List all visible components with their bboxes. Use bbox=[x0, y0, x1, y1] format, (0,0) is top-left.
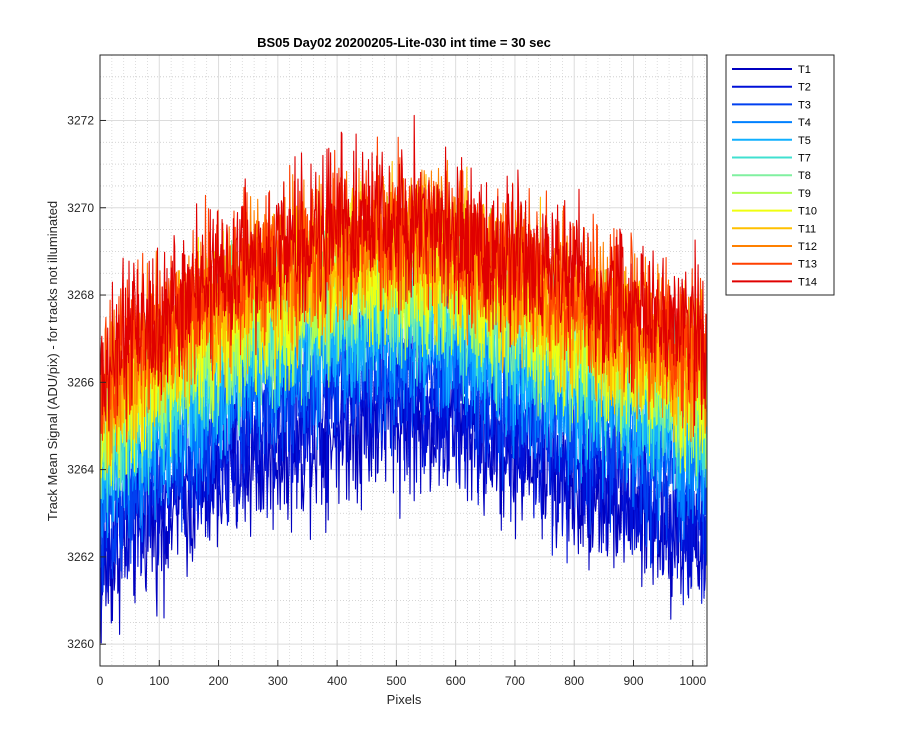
legend-label-t9: T9 bbox=[798, 188, 811, 200]
legend-label-t1: T1 bbox=[798, 64, 811, 76]
chart-title: BS05 Day02 20200205-Lite-030 int time = … bbox=[257, 35, 551, 50]
series-line-t14 bbox=[100, 114, 707, 432]
x-tick-label: 400 bbox=[327, 674, 347, 688]
legend-label-t4: T4 bbox=[798, 117, 811, 129]
y-axis-ticks: 3260 3262 3264 3266 3268 3270 3272 bbox=[67, 113, 106, 651]
x-tick-label: 500 bbox=[386, 674, 406, 688]
x-tick-label: 200 bbox=[209, 674, 229, 688]
y-tick-label: 3264 bbox=[67, 463, 94, 477]
legend-label-t8: T8 bbox=[798, 170, 811, 182]
legend-items: T1 T2 T3 T4 T5 T7 T8 T9 T10 T11 T12 T13 T14 bbox=[732, 64, 817, 288]
legend-label-t12: T12 bbox=[798, 241, 817, 253]
x-tick-label: 800 bbox=[564, 674, 584, 688]
x-tick-label: 300 bbox=[268, 674, 288, 688]
legend-label-t2: T2 bbox=[798, 82, 811, 94]
legend-label-t14: T14 bbox=[798, 276, 817, 288]
y-tick-label: 3268 bbox=[67, 288, 94, 302]
y-tick-label: 3262 bbox=[67, 550, 94, 564]
x-tick-label: 0 bbox=[97, 674, 104, 688]
legend: T1 T2 T3 T4 T5 T7 T8 T9 T10 T11 T12 T13 T14 bbox=[725, 54, 835, 296]
y-tick-label: 3260 bbox=[67, 637, 94, 651]
legend-label-t10: T10 bbox=[798, 206, 817, 218]
y-tick-label: 3272 bbox=[67, 113, 94, 127]
y-tick-label: 3266 bbox=[67, 375, 94, 389]
legend-label-t5: T5 bbox=[798, 135, 811, 147]
x-tick-label: 600 bbox=[446, 674, 466, 688]
x-tick-label: 700 bbox=[505, 674, 525, 688]
x-tick-label: 100 bbox=[149, 674, 169, 688]
y-axis-label: Track Mean Signal (ADU/pix) - for tracks… bbox=[45, 201, 60, 521]
x-axis-ticks: 0 100 200 300 400 500 600 700 800 900 1000 bbox=[97, 660, 706, 688]
y-tick-label: 3270 bbox=[67, 201, 94, 215]
series-layer bbox=[100, 114, 707, 644]
legend-label-t11: T11 bbox=[798, 223, 816, 235]
x-tick-label: 1000 bbox=[679, 674, 706, 688]
x-axis-label: Pixels bbox=[387, 692, 422, 707]
legend-label-t13: T13 bbox=[798, 259, 817, 271]
x-tick-label: 900 bbox=[623, 674, 643, 688]
legend-label-t7: T7 bbox=[798, 153, 811, 165]
axes-box bbox=[99, 54, 708, 667]
legend-label-t3: T3 bbox=[798, 99, 811, 111]
